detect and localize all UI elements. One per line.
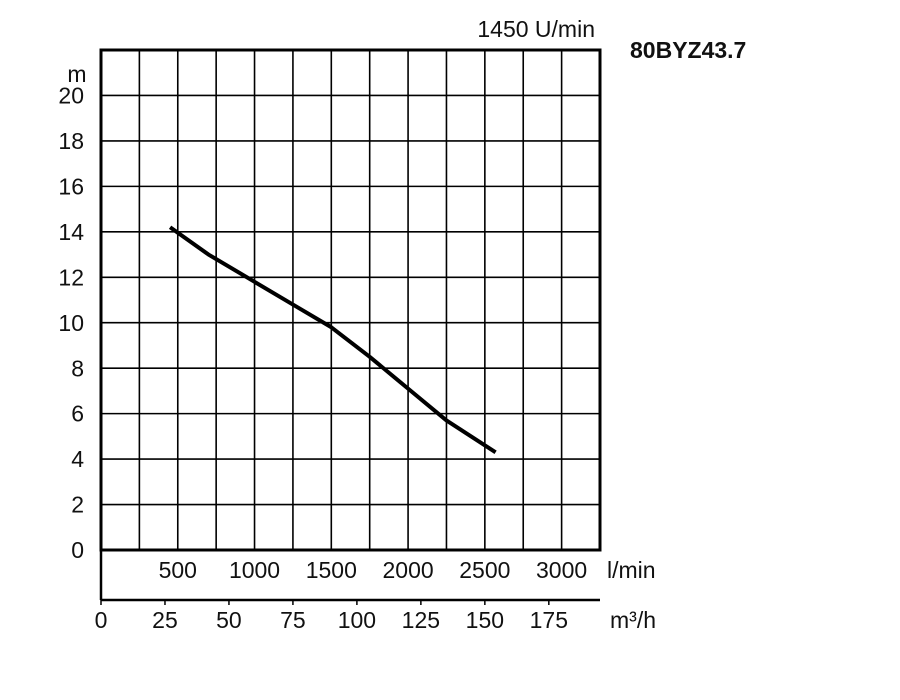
x2-tick-label: 175 (530, 607, 568, 633)
x2-tick-label: 50 (216, 607, 242, 633)
x2-tick-label: 150 (466, 607, 504, 633)
x-tick-label: 2500 (459, 557, 510, 583)
y-tick-label: 6 (71, 401, 84, 427)
y-axis-label: m (67, 61, 86, 87)
x2-tick-label: 25 (152, 607, 178, 633)
x-tick-label: 1500 (306, 557, 357, 583)
x2-tick-label: 75 (280, 607, 306, 633)
y-tick-label: 14 (58, 219, 84, 245)
plot-frame (99, 48, 602, 552)
subtitle: 1450 U/min (477, 16, 595, 42)
y-tick-label: 16 (58, 173, 84, 199)
y-tick-label: 2 (71, 492, 84, 518)
x-tick-label: 500 (159, 557, 197, 583)
x2-tick-label: 100 (338, 607, 376, 633)
y-tick-label: 18 (58, 128, 84, 154)
x2-axis-label: m³/h (610, 607, 656, 633)
y-tick-label: 8 (71, 355, 84, 381)
x-tick-label: 1000 (229, 557, 280, 583)
x-tick-label: 2000 (382, 557, 433, 583)
x2-tick-label: 0 (95, 607, 108, 633)
x2-tick-label: 125 (402, 607, 440, 633)
x-tick-label: 3000 (536, 557, 587, 583)
y-tick-label: 4 (71, 446, 84, 472)
y-tick-label: 20 (58, 83, 84, 109)
chart-title: 80BYZ43.7 (630, 37, 746, 63)
x-axis-label: l/min (607, 557, 656, 583)
y-tick-label: 0 (71, 537, 84, 563)
y-tick-label: 10 (58, 310, 84, 336)
pump-curve (168, 225, 497, 454)
y-tick-label: 12 (58, 264, 84, 290)
